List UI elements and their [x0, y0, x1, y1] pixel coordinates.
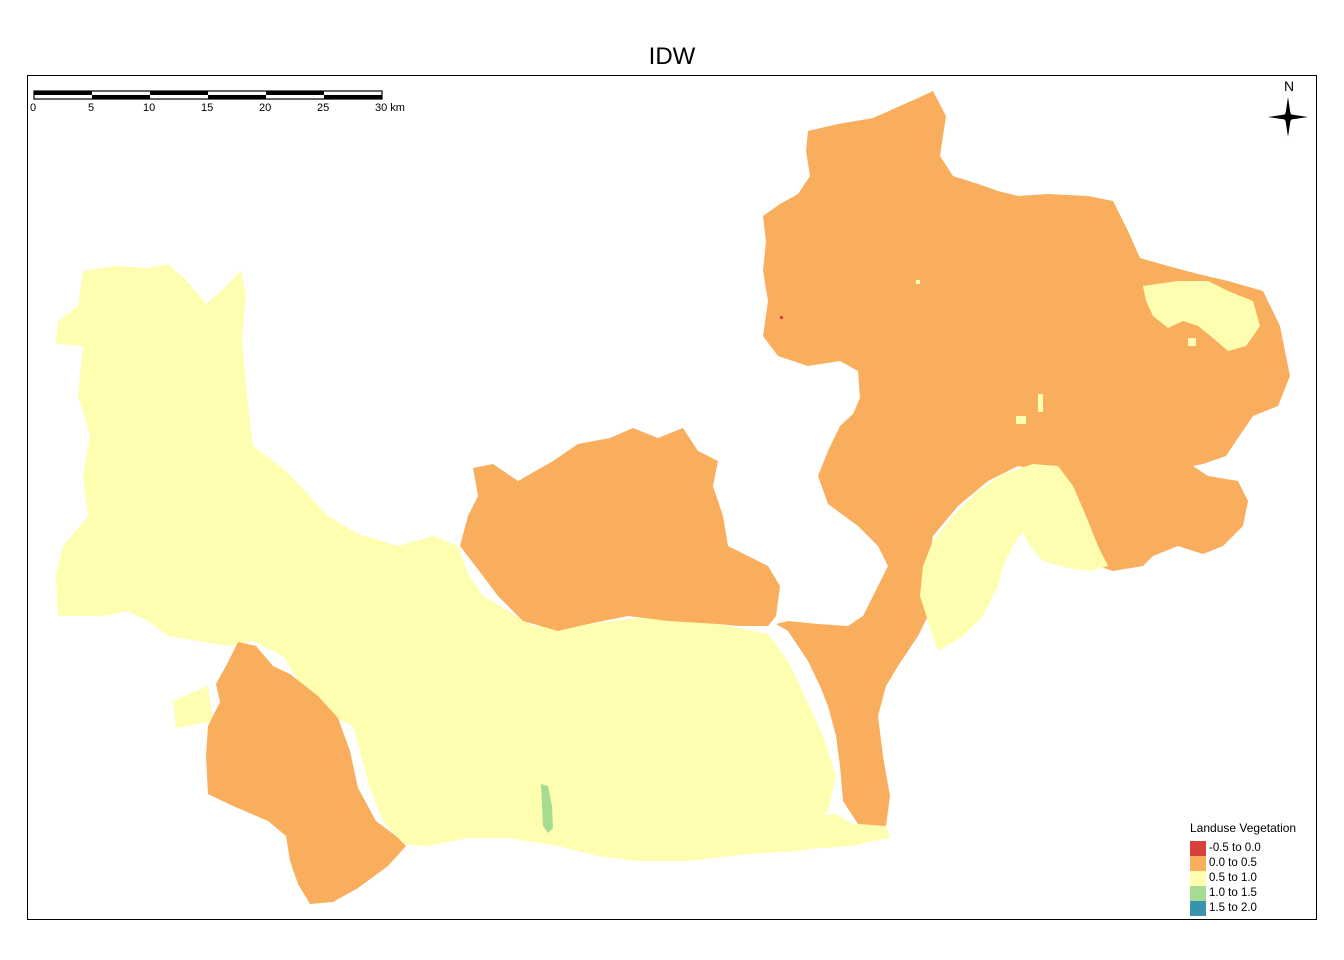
scale-tick-label: 10	[143, 102, 156, 114]
speck-yellow	[1038, 394, 1043, 412]
legend-item: 0.0 to 0.5	[1190, 856, 1316, 871]
legend-swatch	[1190, 871, 1206, 886]
region-northeast-yellow	[1143, 281, 1260, 351]
scale-tick-label: 5	[88, 102, 95, 114]
legend-swatch	[1190, 901, 1206, 916]
scale-tick-label: 15	[201, 102, 214, 114]
region-southwest-orange	[206, 642, 406, 904]
region-east-inner-yellow	[920, 464, 1108, 651]
scale-segment-2	[150, 91, 208, 95]
speck-yellow	[1188, 338, 1196, 346]
legend-label: 0.5 to 1.0	[1209, 872, 1257, 884]
legend: Landuse Vegetation -0.5 to 0.0 0.0 to 0.…	[1190, 820, 1316, 916]
legend-label: 1.5 to 2.0	[1209, 902, 1257, 914]
scale-segment-4	[266, 91, 324, 95]
north-arrow-icon	[1268, 97, 1308, 137]
legend-item: 1.5 to 2.0	[1190, 901, 1316, 916]
legend-title: Landuse Vegetation	[1190, 821, 1297, 835]
legend-item: 1.0 to 1.5	[1190, 886, 1316, 901]
map-title: IDW	[648, 43, 696, 70]
region-central-orange	[460, 428, 780, 631]
scale-tick-label: 20	[259, 102, 272, 114]
map-frame: 0 5 10 15 20 25 30 km N Landuse Vegetati…	[27, 75, 1317, 920]
legend-item: -0.5 to 0.0	[1190, 841, 1316, 856]
scale-bar	[33, 90, 383, 100]
map-canvas	[33, 90, 1290, 904]
scale-tick-label: 30 km	[375, 102, 405, 114]
speck-yellow	[1016, 416, 1026, 424]
region-green-patch	[541, 784, 553, 833]
region-west-notch-yellow	[173, 686, 213, 728]
speck-yellow	[916, 280, 920, 284]
scale-segment-3	[208, 95, 266, 99]
legend-label: 0.0 to 0.5	[1209, 857, 1257, 869]
legend-swatch	[1190, 886, 1206, 901]
legend-item: 0.5 to 1.0	[1190, 871, 1316, 886]
scale-segment-1	[92, 95, 150, 99]
scale-tick-label: 0	[30, 102, 37, 114]
legend-label: 1.0 to 1.5	[1209, 887, 1257, 899]
legend-label: -0.5 to 0.0	[1209, 842, 1261, 854]
region-red-spot	[780, 316, 783, 319]
legend-swatch	[1190, 841, 1206, 856]
region-east-orange	[763, 91, 1290, 826]
scale-segment-0	[34, 91, 92, 95]
scale-tick-label: 25	[317, 102, 330, 114]
scale-segment-5	[324, 95, 382, 99]
region-west-yellow	[56, 264, 890, 861]
north-label: N	[1283, 78, 1295, 94]
region-southeast-tip-yellow	[818, 814, 890, 848]
legend-swatch	[1190, 856, 1206, 871]
